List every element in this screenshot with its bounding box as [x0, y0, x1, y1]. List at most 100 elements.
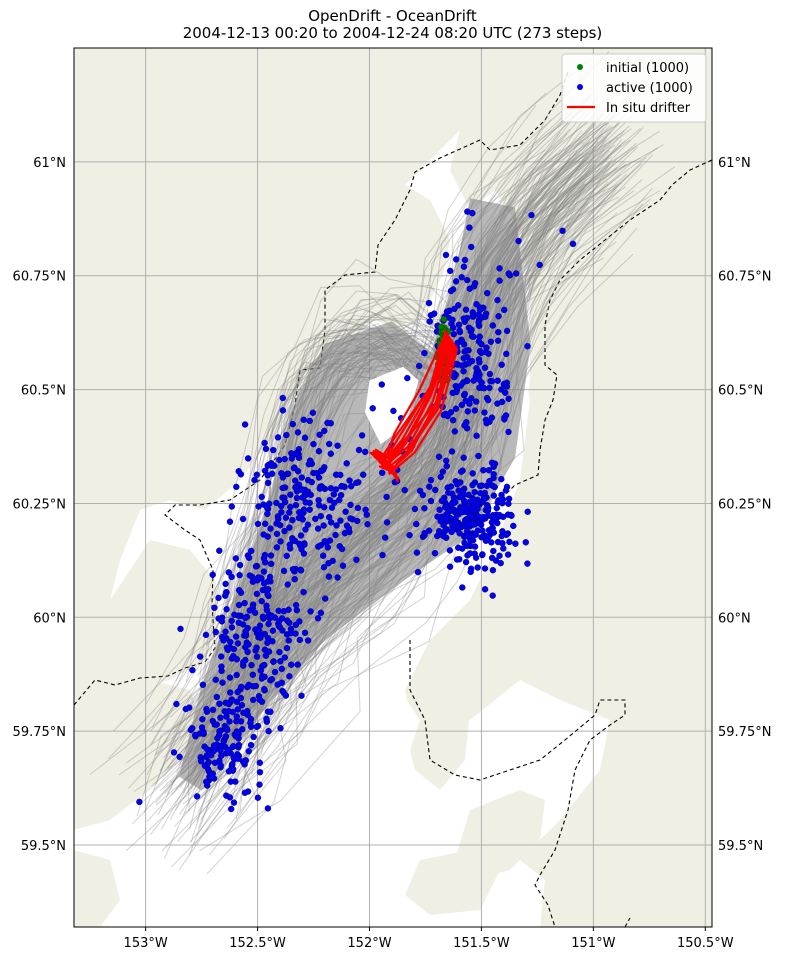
active-particle	[301, 434, 309, 441]
active-particle	[216, 547, 223, 554]
active-particle	[390, 407, 397, 415]
active-particle	[476, 482, 484, 490]
active-particle	[456, 493, 463, 501]
boundary-line-2	[409, 640, 626, 927]
active-particle	[482, 313, 489, 320]
active-particle	[265, 586, 272, 593]
active-particle	[232, 555, 240, 562]
active-particle	[463, 542, 471, 549]
active-particle	[277, 522, 284, 529]
active-particle	[486, 370, 494, 378]
legend-label: initial (1000)	[606, 61, 689, 76]
active-particle	[170, 749, 178, 756]
active-particle	[221, 592, 229, 599]
active-particle	[379, 551, 386, 559]
active-particle	[503, 350, 510, 358]
active-particle	[323, 539, 330, 547]
active-particle	[277, 538, 284, 545]
active-particle	[309, 409, 317, 416]
active-particle	[321, 427, 328, 435]
active-particle	[466, 400, 473, 407]
active-particle	[452, 509, 459, 516]
active-particle	[413, 549, 421, 556]
map-frame	[73, 47, 713, 928]
active-particle	[256, 574, 264, 581]
active-particle	[260, 568, 268, 575]
active-particle	[362, 448, 369, 456]
active-particle	[485, 527, 493, 534]
active-particle	[490, 492, 497, 499]
active-particle	[337, 471, 344, 479]
drifter-track-line	[384, 347, 459, 480]
active-particle	[500, 545, 507, 552]
active-particle	[234, 706, 242, 713]
active-particle	[298, 692, 305, 699]
active-particle	[479, 551, 486, 558]
active-particle	[287, 503, 294, 511]
active-particle	[235, 587, 243, 594]
active-particle	[245, 641, 252, 648]
active-particles	[136, 208, 577, 813]
active-particle	[212, 628, 220, 636]
active-particle	[278, 502, 285, 510]
active-particle	[496, 277, 503, 284]
active-particle	[474, 564, 481, 571]
active-particle	[253, 644, 260, 651]
active-particle	[464, 377, 471, 385]
active-particle	[515, 237, 522, 245]
active-particle	[485, 396, 492, 404]
initial-particle	[437, 323, 445, 330]
active-particle	[226, 689, 234, 696]
active-particle	[524, 508, 531, 515]
active-particle	[227, 805, 235, 813]
active-particle	[536, 261, 543, 269]
axis-ticks: 153°W 152.5°W 152°W 151.5°W 151°W 150.5°W 61°N…	[13, 156, 772, 951]
active-particle	[466, 224, 473, 231]
active-particle	[228, 696, 236, 703]
active-particle	[442, 251, 450, 259]
active-particle	[237, 694, 245, 702]
active-particle	[317, 542, 324, 549]
active-particle	[245, 554, 253, 561]
active-particle	[302, 526, 309, 533]
active-particle	[505, 270, 512, 277]
active-particle	[460, 315, 467, 322]
active-particle	[283, 644, 291, 652]
active-particle	[481, 409, 488, 416]
active-particle	[310, 440, 317, 448]
active-particle	[295, 514, 303, 522]
active-particle	[489, 567, 497, 574]
active-particle	[421, 349, 428, 357]
boundary-line-1	[489, 159, 712, 531]
active-particle	[466, 285, 473, 292]
active-particle	[233, 728, 241, 735]
active-particle	[276, 456, 283, 464]
in-situ-drifter-track	[369, 330, 459, 483]
active-particle	[220, 637, 227, 644]
active-particle	[230, 799, 238, 806]
active-particle	[460, 497, 468, 504]
legend: initial (1000) active (1000) In situ drift…	[561, 53, 707, 123]
active-particle	[426, 483, 433, 490]
active-particle	[346, 477, 353, 484]
active-particle	[452, 278, 460, 285]
active-particle	[464, 408, 471, 415]
active-particle	[239, 758, 247, 765]
active-particle	[463, 516, 470, 523]
active-particle	[469, 481, 476, 489]
active-particle	[425, 299, 433, 307]
active-particle	[486, 418, 493, 425]
lat-tick-label-left: 60°N	[33, 611, 66, 626]
active-particle	[236, 561, 244, 569]
active-particle	[505, 395, 512, 402]
active-particle	[279, 474, 287, 481]
active-particle	[185, 704, 193, 711]
active-particle	[254, 520, 262, 528]
active-particle	[217, 752, 225, 759]
active-particle	[267, 552, 275, 559]
active-particle	[234, 640, 242, 647]
active-particle	[322, 595, 329, 602]
active-particle	[213, 741, 221, 748]
active-particle	[469, 313, 476, 320]
active-particle	[294, 429, 302, 436]
